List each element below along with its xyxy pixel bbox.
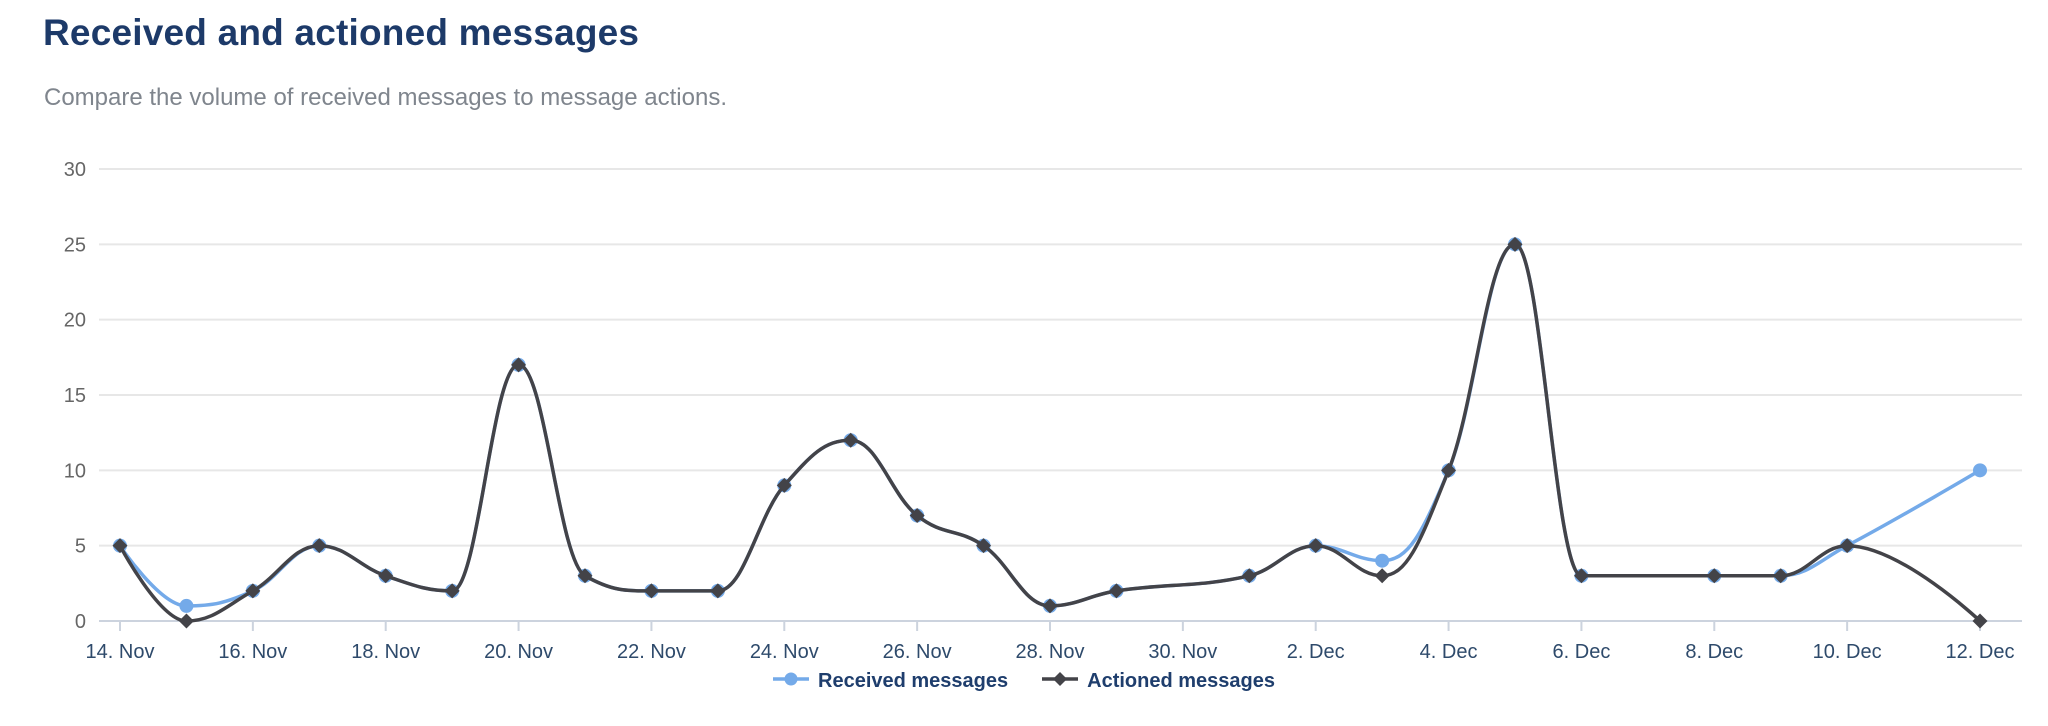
actioned-messages-point-marker[interactable] — [1374, 568, 1390, 584]
actioned-messages-point-marker[interactable] — [378, 568, 394, 584]
legend-label-actioned: Actioned messages — [1087, 670, 1275, 692]
actioned-messages-point-marker[interactable] — [1308, 538, 1324, 554]
legend-label-received: Received messages — [818, 670, 1009, 692]
received-messages-series-line — [118, 242, 1982, 608]
actioned-messages-point-marker[interactable] — [112, 538, 128, 554]
y-axis-labels: 0 5 10 15 20 25 30 — [64, 159, 86, 633]
actioned-messages-point-marker[interactable] — [245, 583, 261, 599]
x-axis-labels: 14. Nov 16. Nov 18. Nov 20. Nov 22. Nov 24. N… — [86, 641, 2015, 663]
x-axis-label: 16. Nov — [218, 641, 287, 663]
x-axis-label: 18. Nov — [351, 641, 420, 663]
actioned-messages-point-marker[interactable] — [577, 568, 593, 584]
actioned-messages-point-marker[interactable] — [1042, 598, 1058, 614]
y-axis-label: 15 — [64, 385, 86, 407]
actioned-messages-point-marker[interactable] — [511, 357, 527, 373]
actioned-messages-point-marker[interactable] — [1108, 583, 1124, 599]
received-messages-series-markers — [113, 237, 1987, 613]
actioned-messages-series-markers — [112, 236, 1988, 629]
actioned-messages-point-marker[interactable] — [1972, 613, 1988, 629]
x-axis-label: 14. Nov — [86, 641, 155, 663]
actioned-messages-point-marker[interactable] — [1573, 568, 1589, 584]
actioned-messages-point-marker[interactable] — [444, 583, 460, 599]
x-axis-label: 24. Nov — [750, 641, 819, 663]
y-axis-label: 20 — [64, 310, 86, 332]
x-axis-label: 10. Dec — [1813, 641, 1882, 663]
actioned-messages-point-marker[interactable] — [1441, 462, 1457, 478]
x-axis-label: 2. Dec — [1287, 641, 1345, 663]
y-gridlines — [99, 168, 2022, 547]
actioned-messages-point-marker[interactable] — [1241, 568, 1257, 584]
chart-title: Received and actioned messages — [43, 12, 640, 53]
actioned-messages-point-marker[interactable] — [710, 583, 726, 599]
received-messages-point-marker[interactable] — [1375, 553, 1390, 568]
actioned-messages-point-marker[interactable] — [909, 508, 925, 524]
x-axis-label: 20. Nov — [484, 641, 553, 663]
x-axis-ticks — [119, 621, 1981, 631]
x-axis-label: 26. Nov — [883, 641, 952, 663]
legend-item-actioned-messages[interactable]: Actioned messages — [1042, 670, 1275, 693]
actioned-messages-point-marker[interactable] — [643, 583, 659, 599]
received-series-marker-icon — [773, 670, 809, 693]
x-axis-label: 28. Nov — [1016, 641, 1085, 663]
chart-subtitle: Compare the volume of received messages … — [44, 84, 728, 111]
x-axis-label: 22. Nov — [617, 641, 686, 663]
received-messages-point-marker[interactable] — [179, 598, 194, 613]
received-messages-point-marker[interactable] — [1973, 463, 1987, 478]
actioned-messages-point-marker[interactable] — [976, 538, 992, 554]
x-axis-label: 12. Dec — [1946, 641, 2015, 663]
y-axis-label: 0 — [75, 611, 86, 633]
x-axis-label: 8. Dec — [1685, 641, 1743, 663]
actioned-messages-point-marker[interactable] — [178, 613, 194, 629]
actioned-messages-series-line — [118, 242, 1982, 623]
y-axis-label: 5 — [75, 536, 86, 558]
actioned-messages-point-marker[interactable] — [776, 477, 792, 493]
chart-legend: Received messages Actioned messages — [0, 670, 2048, 693]
actioned-messages-point-marker[interactable] — [1507, 236, 1523, 252]
actioned-messages-point-marker[interactable] — [311, 538, 327, 554]
actioned-messages-point-marker[interactable] — [1773, 568, 1789, 584]
actioned-series-marker-icon — [1042, 670, 1079, 693]
actioned-messages-point-marker[interactable] — [1706, 568, 1722, 584]
x-axis-label: 30. Nov — [1148, 641, 1217, 663]
y-axis-label: 25 — [64, 234, 86, 256]
y-axis-label: 30 — [64, 159, 86, 181]
y-axis-label: 10 — [64, 460, 86, 482]
actioned-messages-point-marker[interactable] — [843, 432, 859, 448]
legend-item-received-messages[interactable]: Received messages — [773, 670, 1008, 693]
x-axis-label: 6. Dec — [1553, 641, 1611, 663]
x-axis-label: 4. Dec — [1420, 641, 1478, 663]
actioned-messages-point-marker[interactable] — [1839, 538, 1855, 554]
